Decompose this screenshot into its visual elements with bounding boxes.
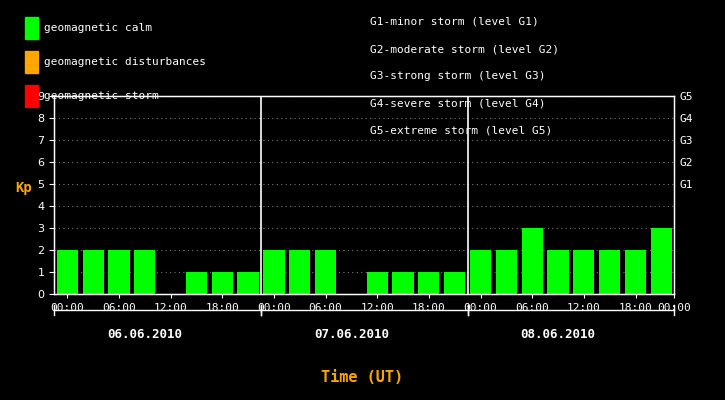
Y-axis label: Kp: Kp [15, 181, 32, 195]
Bar [315, 250, 336, 294]
Bar [263, 250, 284, 294]
Bar [108, 250, 130, 294]
Text: G1-minor storm (level G1): G1-minor storm (level G1) [370, 17, 539, 27]
Text: G2-moderate storm (level G2): G2-moderate storm (level G2) [370, 44, 559, 54]
Bar [521, 228, 543, 294]
Bar [238, 272, 259, 294]
Text: G3-strong storm (level G3): G3-strong storm (level G3) [370, 72, 545, 82]
Bar [573, 250, 594, 294]
Text: G4-severe storm (level G4): G4-severe storm (level G4) [370, 99, 545, 109]
Bar [418, 272, 439, 294]
Bar [599, 250, 621, 294]
Text: Time (UT): Time (UT) [321, 370, 404, 386]
Text: geomagnetic calm: geomagnetic calm [44, 23, 152, 33]
Bar [186, 272, 207, 294]
Bar [134, 250, 155, 294]
Bar [57, 250, 78, 294]
Bar [392, 272, 414, 294]
Bar [470, 250, 491, 294]
Bar [367, 272, 388, 294]
Text: 07.06.2010: 07.06.2010 [314, 328, 389, 340]
Bar [547, 250, 568, 294]
Text: geomagnetic disturbances: geomagnetic disturbances [44, 57, 206, 67]
Text: 08.06.2010: 08.06.2010 [521, 328, 595, 340]
Bar [625, 250, 646, 294]
Bar [83, 250, 104, 294]
Text: geomagnetic storm: geomagnetic storm [44, 91, 159, 101]
Bar [651, 228, 672, 294]
Bar [444, 272, 465, 294]
Bar [289, 250, 310, 294]
Text: 06.06.2010: 06.06.2010 [107, 328, 182, 340]
Text: G5-extreme storm (level G5): G5-extreme storm (level G5) [370, 126, 552, 136]
Bar [212, 272, 233, 294]
Bar [496, 250, 517, 294]
